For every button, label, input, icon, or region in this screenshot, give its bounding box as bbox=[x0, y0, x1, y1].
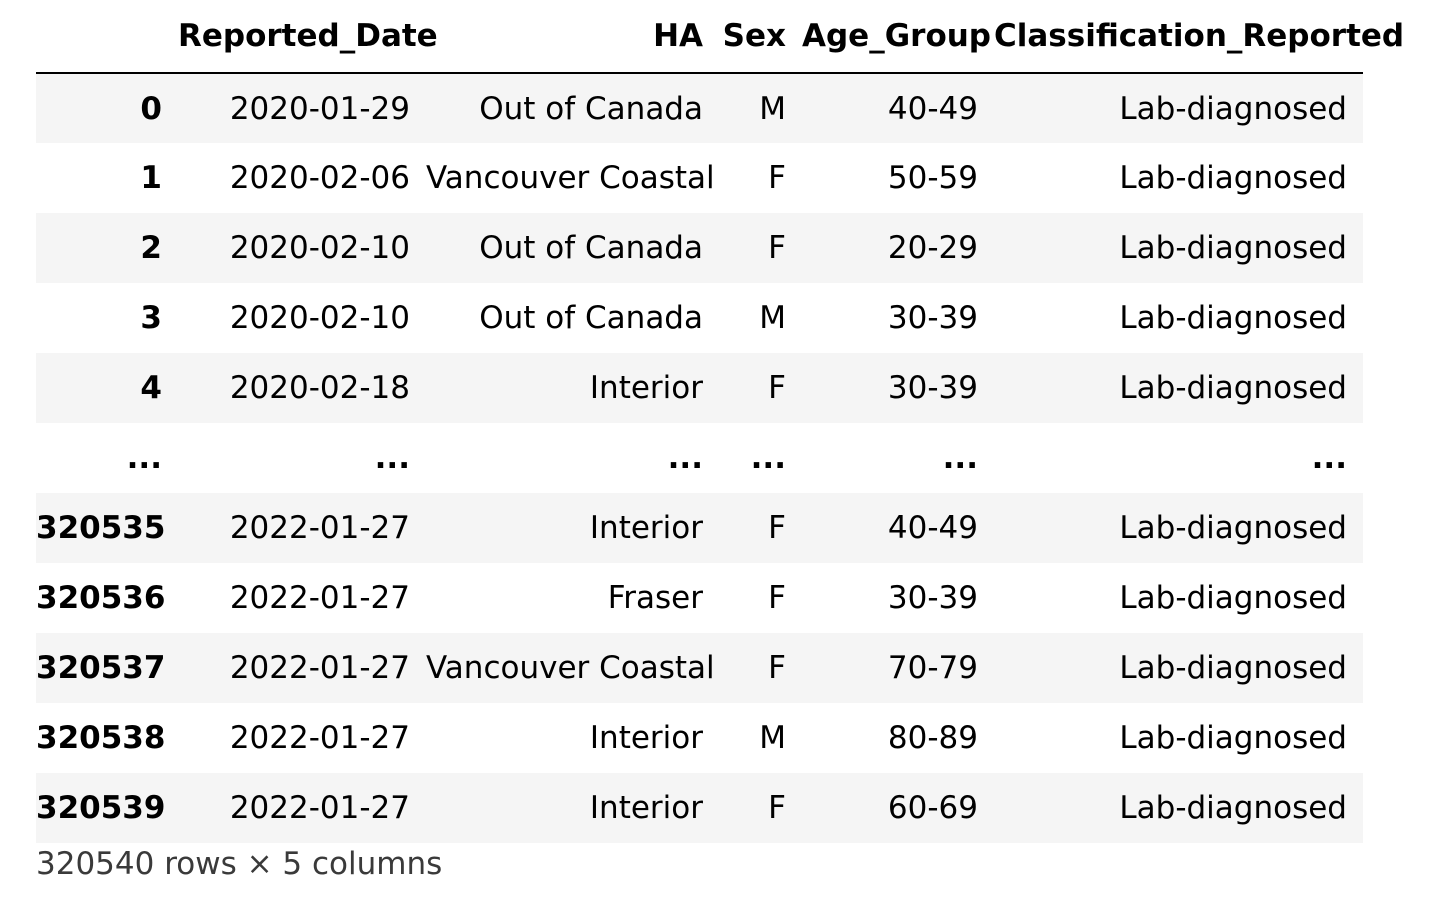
table-row: 1 2020-02-06 Vancouver Coastal F 50-59 L… bbox=[36, 143, 1363, 213]
cell-classification: Lab-diagnosed bbox=[1119, 720, 1347, 756]
cell-reported-date: 2020-02-06 bbox=[229, 160, 410, 196]
table-row: 0 2020-01-29 Out of Canada M 40-49 Lab-d… bbox=[36, 73, 1363, 143]
cell-sex: M bbox=[759, 720, 786, 756]
header-ha: HA bbox=[426, 0, 719, 74]
table-row: 320539 2022-01-27 Interior F 60-69 Lab-d… bbox=[36, 773, 1363, 843]
cell-reported-date: 2022-01-27 bbox=[229, 720, 410, 756]
header-index bbox=[36, 0, 178, 74]
cell-sex: M bbox=[759, 300, 786, 336]
row-index: 0 bbox=[140, 90, 162, 127]
cell-age-group: 30-39 bbox=[887, 580, 978, 616]
cell-sex: F bbox=[768, 650, 786, 686]
cell-ha: Vancouver Coastal bbox=[426, 160, 715, 196]
cell-reported-date: 2022-01-27 bbox=[229, 650, 410, 686]
cell-reported-date: 2020-01-29 bbox=[229, 90, 410, 127]
table-row: 320538 2022-01-27 Interior M 80-89 Lab-d… bbox=[36, 703, 1363, 773]
row-index: 320537 bbox=[36, 650, 166, 686]
cell-age-group: 20-29 bbox=[887, 230, 978, 266]
cell-age-group: 30-39 bbox=[887, 370, 978, 406]
cell-ha: Out of Canada bbox=[479, 230, 703, 266]
cell-sex: F bbox=[768, 580, 786, 616]
cell-ha: ... bbox=[667, 440, 703, 476]
cell-reported-date: 2020-02-10 bbox=[229, 230, 410, 266]
cell-age-group: 80-89 bbox=[887, 720, 978, 756]
header-sex: Sex bbox=[719, 0, 802, 74]
header-classification-reported: Classification_Reported bbox=[994, 0, 1404, 74]
table-header: Reported_Date HA Sex Age_Group Classific… bbox=[36, 0, 1404, 74]
row-index: 320535 bbox=[36, 510, 166, 546]
cell-sex: F bbox=[768, 370, 786, 406]
cell-age-group: 50-59 bbox=[887, 160, 978, 196]
cell-classification: Lab-diagnosed bbox=[1119, 230, 1347, 266]
dataframe-table: Reported_Date HA Sex Age_Group Classific… bbox=[36, 0, 1404, 843]
header-age-group: Age_Group bbox=[802, 0, 994, 74]
cell-classification: Lab-diagnosed bbox=[1119, 510, 1347, 546]
cell-ha: Interior bbox=[589, 720, 703, 756]
cell-sex: F bbox=[768, 160, 786, 196]
cell-classification: Lab-diagnosed bbox=[1119, 90, 1347, 127]
cell-reported-date: 2022-01-27 bbox=[229, 510, 410, 546]
cell-ha: Interior bbox=[589, 370, 703, 406]
dataframe-output: Reported_Date HA Sex Age_Group Classific… bbox=[36, 0, 1404, 843]
header-reported-date: Reported_Date bbox=[178, 0, 438, 74]
cell-sex: F bbox=[768, 790, 786, 826]
row-index: 3 bbox=[140, 300, 162, 336]
cell-reported-date: ... bbox=[374, 440, 410, 476]
cell-age-group: 40-49 bbox=[887, 510, 978, 546]
cell-reported-date: 2020-02-18 bbox=[229, 370, 410, 406]
cell-ha: Interior bbox=[589, 790, 703, 826]
row-index: 320536 bbox=[36, 580, 166, 616]
table-row: 3 2020-02-10 Out of Canada M 30-39 Lab-d… bbox=[36, 283, 1363, 353]
header-row: Reported_Date HA Sex Age_Group Classific… bbox=[36, 0, 1404, 74]
cell-age-group: 30-39 bbox=[887, 300, 978, 336]
cell-ha: Vancouver Coastal bbox=[426, 650, 715, 686]
dataframe-shape-label: 320540 rows × 5 columns bbox=[36, 846, 443, 882]
cell-reported-date: 2022-01-27 bbox=[229, 580, 410, 616]
cell-ha: Out of Canada bbox=[479, 300, 703, 336]
cell-age-group: 40-49 bbox=[887, 90, 978, 127]
row-index: 320539 bbox=[36, 790, 166, 826]
cell-sex: F bbox=[768, 510, 786, 546]
cell-classification: Lab-diagnosed bbox=[1119, 580, 1347, 616]
ellipsis-row: ... ... ... ... ... ... bbox=[36, 423, 1363, 493]
cell-sex: F bbox=[768, 230, 786, 266]
cell-age-group: ... bbox=[942, 440, 978, 476]
cell-classification: Lab-diagnosed bbox=[1119, 370, 1347, 406]
table-row: 4 2020-02-18 Interior F 30-39 Lab-diagno… bbox=[36, 353, 1363, 423]
cell-ha: Out of Canada bbox=[479, 90, 703, 127]
row-index: 1 bbox=[140, 160, 162, 196]
cell-classification: Lab-diagnosed bbox=[1119, 300, 1347, 336]
table-row: 320537 2022-01-27 Vancouver Coastal F 70… bbox=[36, 633, 1363, 703]
cell-classification: ... bbox=[1311, 440, 1347, 476]
cell-ha: Interior bbox=[589, 510, 703, 546]
row-index: 4 bbox=[140, 370, 162, 406]
table-row: 2 2020-02-10 Out of Canada F 20-29 Lab-d… bbox=[36, 213, 1363, 283]
cell-classification: Lab-diagnosed bbox=[1119, 160, 1347, 196]
row-index: ... bbox=[126, 440, 162, 476]
cell-classification: Lab-diagnosed bbox=[1119, 650, 1347, 686]
cell-age-group: 70-79 bbox=[887, 650, 978, 686]
cell-reported-date: 2020-02-10 bbox=[229, 300, 410, 336]
cell-sex: ... bbox=[750, 440, 786, 476]
cell-ha: Fraser bbox=[607, 580, 703, 616]
cell-sex: M bbox=[759, 90, 786, 127]
row-index: 2 bbox=[140, 230, 162, 266]
row-index: 320538 bbox=[36, 720, 166, 756]
cell-classification: Lab-diagnosed bbox=[1119, 790, 1347, 826]
table-row: 320536 2022-01-27 Fraser F 30-39 Lab-dia… bbox=[36, 563, 1363, 633]
table-row: 320535 2022-01-27 Interior F 40-49 Lab-d… bbox=[36, 493, 1363, 563]
cell-reported-date: 2022-01-27 bbox=[229, 790, 410, 826]
cell-age-group: 60-69 bbox=[887, 790, 978, 826]
table-body: 0 2020-01-29 Out of Canada M 40-49 Lab-d… bbox=[36, 73, 1363, 843]
